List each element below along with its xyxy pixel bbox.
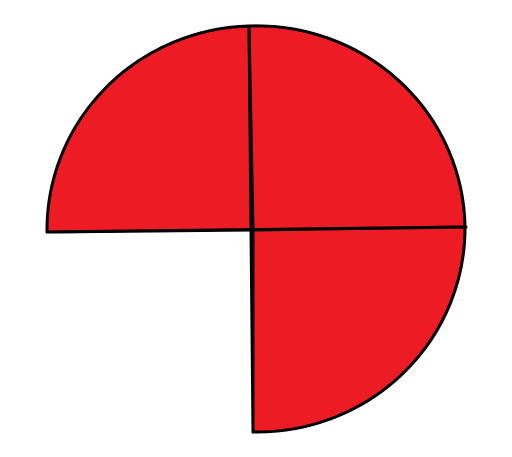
quarter-top-right xyxy=(247,24,467,232)
horizontal-divider-line xyxy=(45,225,468,234)
quarter-bottom-right xyxy=(251,225,467,434)
quarter-top-left xyxy=(45,24,255,234)
